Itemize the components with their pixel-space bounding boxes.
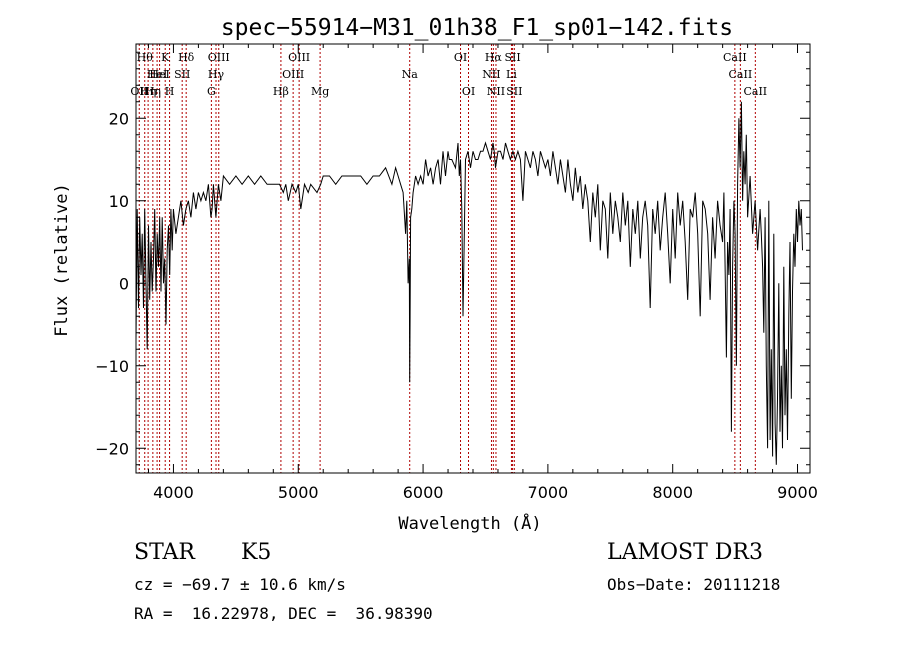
line-label-27: CaII [729,68,753,81]
line-label-14: OIII [282,68,304,81]
line-label-13: Hβ [273,85,289,98]
line-label-10: G [207,85,216,98]
object-subclass: K5 [241,540,272,565]
line-label-18: OI [454,51,467,64]
x-axis-label: Wavelength (Å) [398,512,541,534]
line-label-5: HeI [149,68,169,81]
emission-line-markers [138,44,756,473]
x-tick-label-3: 7000 [528,483,569,502]
line-label-0: OII [130,85,148,98]
x-tick-label-4: 8000 [652,483,693,502]
survey-name: LAMOST DR3 [607,540,763,565]
line-label-9: Hδ [178,51,195,64]
y-axis-label: Flux (relative) [52,183,72,337]
line-labels: OIIHθHηHηHeIHeIKHSIIHδGHγOIIIHβOIIIOIIIM… [130,51,767,98]
y-tick-label-3: −10 [95,357,129,376]
line-label-1: Hθ [137,51,154,64]
line-label-19: OI [462,85,475,98]
line-label-20: NII [482,68,500,81]
x-tick-label-5: 9000 [777,483,818,502]
line-label-16: Mg [311,85,329,98]
line-label-8: SII [174,68,190,81]
redshift-velocity: cz = −69.7 ± 10.6 km/s [134,575,346,594]
line-label-26: CaII [723,51,747,64]
line-label-21: Hα [485,51,503,64]
observation-date: Obs−Date: 20111218 [607,575,781,594]
line-label-23: Li [506,68,517,81]
y-tick-label-0: 20 [109,109,129,128]
line-label-28: CaII [743,85,767,98]
line-label-7: H [165,85,175,98]
object-class: STAR [134,540,195,565]
spectrum-line [135,101,803,465]
line-label-2: Hη [140,85,156,98]
y-tick-label-2: 0 [119,274,129,293]
line-label-4: HeI [147,68,167,81]
line-label-24: SII [504,51,520,64]
line-label-17: Na [402,68,419,81]
coordinates: RA = 16.22978, DEC = 36.98390 [134,604,433,623]
line-label-3: Hη [145,85,161,98]
line-label-15: OIII [288,51,310,64]
axis-ticks: 4000 5000 6000 7000 8000 9000 20 10 0 −10 −20 [95,44,818,502]
x-tick-label-1: 5000 [278,483,319,502]
line-label-6: K [161,51,170,64]
y-tick-label-1: 10 [109,192,129,211]
x-tick-label-0: 4000 [153,483,194,502]
chart-title: spec−55914−M31_01h38_F1_sp01−142.fits [221,15,733,41]
line-label-25: SII [506,85,522,98]
y-tick-label-4: −20 [95,439,129,458]
line-label-11: Hγ [208,68,225,81]
line-label-12: OIII [208,51,230,64]
line-label-22: NII [487,85,505,98]
x-tick-label-2: 6000 [403,483,444,502]
